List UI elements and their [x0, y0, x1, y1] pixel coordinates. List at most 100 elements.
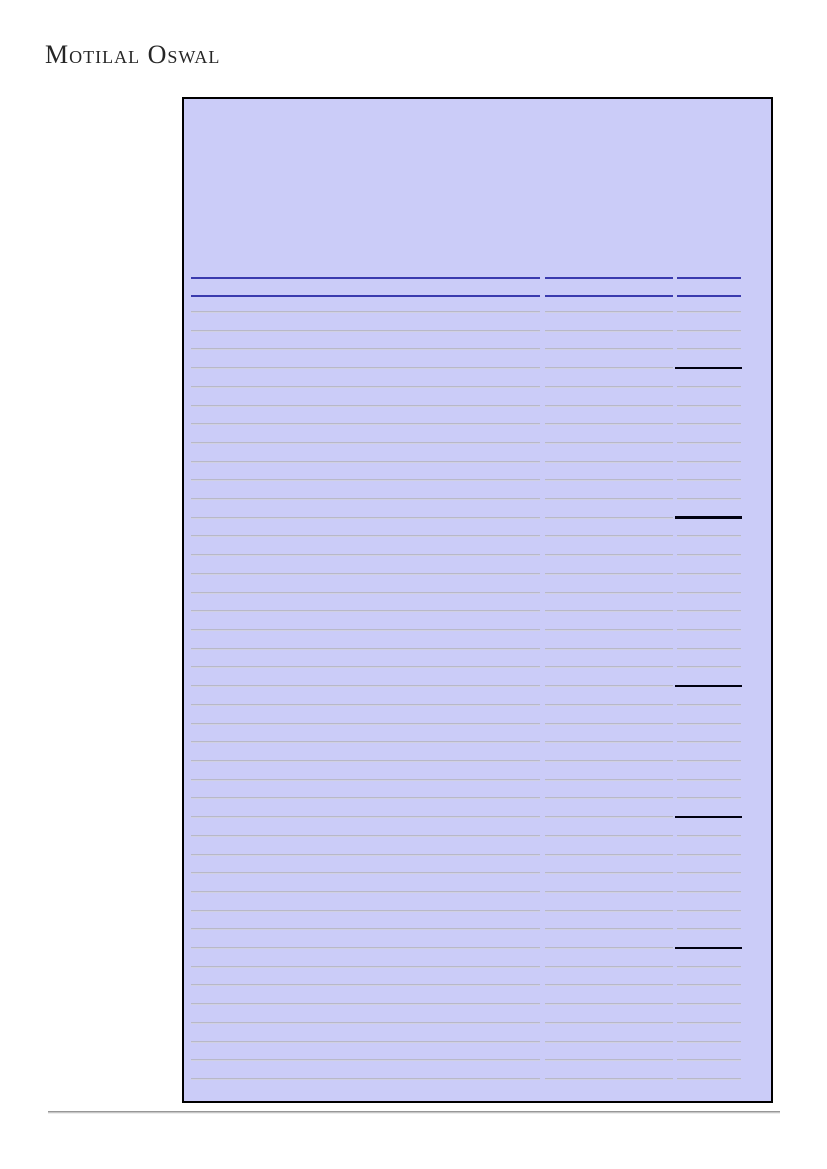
- table-row-rule: [184, 872, 771, 875]
- table-row-rule-segment: [191, 685, 540, 688]
- table-row-rule: [184, 404, 771, 407]
- table-row-rule-segment: [545, 909, 673, 912]
- table-row-rule-segment: [191, 928, 540, 931]
- table-row-rule: [184, 928, 771, 931]
- table-row-rule-segment: [545, 984, 673, 987]
- table-row-rule-segment: [677, 1003, 741, 1006]
- table-row-rule-segment: [677, 572, 741, 575]
- table-row-rule-segment: [545, 647, 673, 650]
- table-row-rule-segment: [191, 1021, 540, 1024]
- table-row-rule: [184, 591, 771, 594]
- table-row-rule: [184, 610, 771, 613]
- table-row-rule: [184, 516, 771, 519]
- table-row-rule-segment: [545, 965, 673, 968]
- table-row-rule-segment: [677, 385, 741, 388]
- table-row-rule-segment: [191, 797, 540, 800]
- table-row-rule-segment: [191, 591, 540, 594]
- table-row-rule: [184, 554, 771, 557]
- table-row-rule-segment: [677, 703, 741, 706]
- table-row-rule-segment: [677, 872, 741, 875]
- table-row-rule-segment: [191, 1003, 540, 1006]
- table-row-rule-segment: [545, 797, 673, 800]
- table-row-rule: [184, 703, 771, 706]
- table-row-rule-segment: [191, 479, 540, 482]
- table-row-rule-segment: [677, 722, 741, 725]
- table-row-rule-segment: [677, 1059, 741, 1062]
- table-header-rule-segment: [545, 277, 673, 279]
- table-row-rule-segment: [677, 965, 741, 968]
- table-row-rule-segment: [545, 759, 673, 762]
- table-row-rule-segment: [545, 853, 673, 856]
- table-row-rule-segment: [191, 853, 540, 856]
- table-row-rule: [184, 1078, 771, 1080]
- table-row-rule-segment: [677, 909, 741, 912]
- table-total-underline: [675, 516, 742, 519]
- table-row-rule-segment: [677, 348, 741, 351]
- table-rules-layer: [184, 99, 771, 1101]
- table-header-rule: [184, 277, 771, 279]
- table-total-underline: [675, 684, 742, 688]
- table-row-rule: [184, 366, 771, 370]
- table-row-rule: [184, 946, 771, 950]
- table-row-rule-segment: [545, 572, 673, 575]
- table-row-rule: [184, 890, 771, 893]
- table-row-rule-segment: [191, 329, 540, 332]
- table-row-rule-segment: [677, 647, 741, 650]
- table-row-rule-segment: [191, 965, 540, 968]
- table-row-rule-segment: [677, 311, 741, 313]
- table-row-rule-segment: [545, 629, 673, 632]
- table-row-rule-segment: [677, 890, 741, 893]
- table-header-rule-segment: [191, 277, 540, 279]
- table-header-rule-segment: [677, 295, 741, 297]
- table-row-rule-segment: [545, 554, 673, 557]
- table-row-rule-segment: [677, 1078, 741, 1080]
- table-row-rule-segment: [545, 498, 673, 501]
- table-row-rule-segment: [191, 722, 540, 725]
- table-row-rule: [184, 423, 771, 426]
- table-row-rule-segment: [191, 348, 540, 351]
- table-header-rule-segment: [545, 295, 673, 297]
- table-total-underline: [675, 946, 742, 950]
- table-row-rule-segment: [545, 872, 673, 875]
- table-row-rule-segment: [191, 535, 540, 538]
- brand-logo: Motilal Oswal: [45, 40, 221, 69]
- table-row-rule-segment: [191, 741, 540, 744]
- table-row-rule-segment: [545, 666, 673, 669]
- table-row-rule: [184, 535, 771, 538]
- table-row-rule-segment: [545, 404, 673, 407]
- table-row-rule-segment: [677, 928, 741, 931]
- table-row-rule: [184, 797, 771, 800]
- table-row-rule-segment: [191, 890, 540, 893]
- table-row-rule-segment: [545, 1003, 673, 1006]
- table-row-rule-segment: [677, 834, 741, 837]
- table-row-rule-segment: [677, 441, 741, 444]
- table-total-underline: [675, 815, 742, 819]
- table-row-rule-segment: [191, 516, 540, 519]
- table-row-rule-segment: [191, 666, 540, 669]
- table-row-rule-segment: [191, 404, 540, 407]
- table-row-rule: [184, 348, 771, 351]
- table-row-rule-segment: [677, 610, 741, 613]
- table-row-rule-segment: [545, 928, 673, 931]
- table-row-rule-segment: [191, 460, 540, 463]
- table-row-rule: [184, 853, 771, 856]
- table-header-rule: [184, 295, 771, 297]
- table-row-rule-segment: [677, 984, 741, 987]
- table-row-rule-segment: [545, 703, 673, 706]
- table-row-rule: [184, 684, 771, 688]
- table-row-rule-segment: [545, 460, 673, 463]
- table-row-rule-segment: [191, 947, 540, 950]
- table-row-rule-segment: [545, 591, 673, 594]
- table-row-rule-segment: [545, 1040, 673, 1043]
- table-row-rule-segment: [545, 741, 673, 744]
- table-row-rule-segment: [191, 498, 540, 501]
- table-row-rule-segment: [545, 423, 673, 426]
- table-row-rule-segment: [191, 703, 540, 706]
- table-row-rule: [184, 778, 771, 781]
- table-row-rule-segment: [677, 1021, 741, 1024]
- table-row-rule: [184, 815, 771, 819]
- table-row-rule-segment: [545, 778, 673, 781]
- table-row-rule-segment: [677, 591, 741, 594]
- table-header-rule-segment: [677, 277, 741, 279]
- table-row-rule-segment: [545, 367, 673, 370]
